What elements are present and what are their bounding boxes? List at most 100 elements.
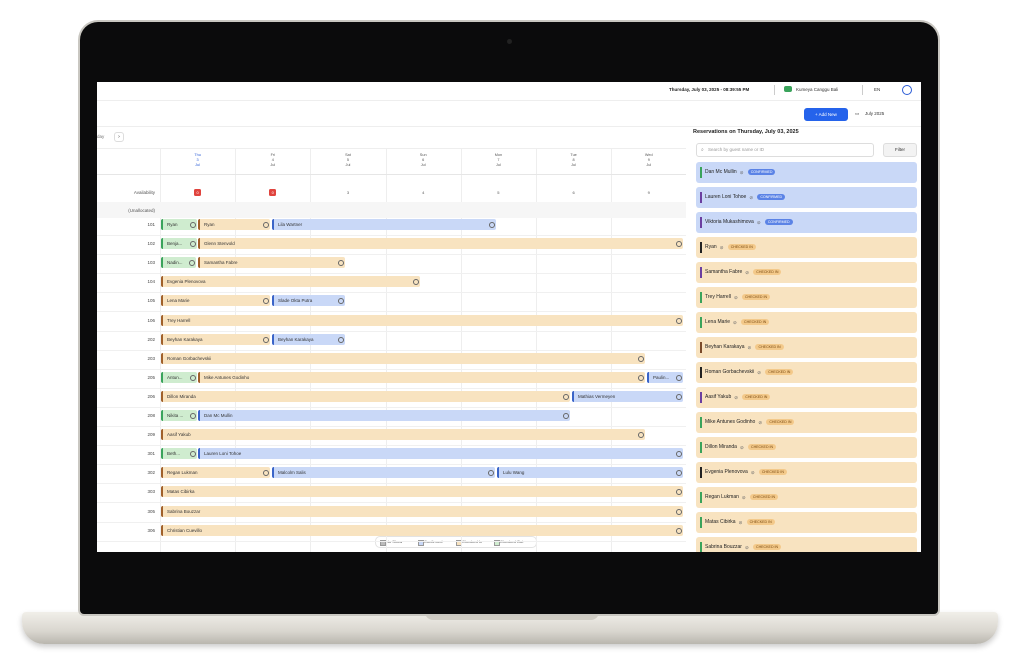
status-icon	[676, 508, 682, 515]
status-badge: CHECKED IN	[765, 369, 794, 375]
booking-bar[interactable]: Malcolm Salis	[272, 467, 495, 479]
reservation-card[interactable]: Aasif Yakub ⊘ CHECKED IN	[696, 387, 917, 408]
user-avatar[interactable]	[902, 85, 912, 95]
booking-bar[interactable]: Paulin...	[647, 371, 683, 383]
status-badge: CONFIRMED	[764, 219, 793, 225]
availability-value: 4	[422, 190, 425, 195]
link-icon: ⊘	[734, 395, 739, 400]
room-row	[97, 523, 686, 542]
day-date: 3	[196, 158, 199, 162]
link-icon: ⊘	[741, 495, 746, 500]
room-row	[97, 504, 686, 523]
booking-bar[interactable]: Christian Cuevillo	[161, 524, 683, 536]
reservation-card[interactable]: Sabrina Bouzzar ⊘ CHECKED IN	[696, 537, 917, 552]
search-input[interactable]: ⌕ Search by guest name or ID	[696, 143, 874, 157]
booking-bar[interactable]: Sabrina Bouzzar	[161, 505, 683, 517]
reservation-card[interactable]: Dan Mc Mullin ⊘ CONFIRMED	[696, 162, 917, 183]
booking-bar[interactable]: Samantha Fabre	[198, 257, 345, 269]
booking-bar[interactable]: Antun...	[161, 371, 197, 383]
room-number: 205	[147, 374, 155, 380]
booking-bar[interactable]: Lila Wartner	[272, 219, 496, 230]
guest-name: Sabrina Bouzzar	[705, 544, 742, 550]
language-select[interactable]: EN	[874, 87, 881, 92]
booking-bar[interactable]: Nadin...	[161, 257, 196, 269]
booking-bar[interactable]: Evgenia Plenovova	[161, 276, 420, 288]
reservation-card[interactable]: Ryan ⊘ CHECKED IN	[696, 237, 917, 258]
link-icon: ⊘	[750, 470, 755, 475]
link-icon: ⊘	[738, 520, 743, 525]
calendar-grid	[97, 148, 686, 552]
guest-name: Mathias Vermeyen	[578, 393, 616, 399]
day-dow: Sat	[345, 153, 351, 157]
month-picker[interactable]: ▭ July 2025	[855, 108, 913, 119]
link-icon: ⊘	[733, 295, 738, 300]
reservation-card[interactable]: Viktoria Mukashimova ⊘ CONFIRMED	[696, 212, 917, 233]
reservation-card[interactable]: Mike Antunes Godinho ⊘ CHECKED IN	[696, 412, 917, 433]
reservation-card[interactable]: Lena Marie ⊘ CHECKED IN	[696, 312, 917, 333]
booking-bar[interactable]: Lauren Loni Tohoe	[198, 448, 683, 460]
stripe	[700, 442, 702, 453]
status-icon	[190, 413, 196, 419]
reservation-card[interactable]: Roman Gorbachevskii ⊘ CHECKED IN	[696, 362, 917, 383]
booking-bar[interactable]: Beyhan Karakaya	[272, 333, 345, 345]
booking-bar[interactable]: Aasif Yakub	[161, 429, 645, 441]
reservation-card[interactable]: Dillon Miranda ⊘ CHECKED IN	[696, 437, 917, 458]
reservation-card[interactable]: Beyhan Karakaya ⊘ CHECKED IN	[696, 337, 917, 358]
guest-name: Lena Marie	[167, 298, 190, 304]
room-row	[97, 465, 686, 485]
day-date: 7	[497, 158, 500, 162]
guest-name: Nadin...	[167, 260, 183, 266]
booking-bar[interactable]: Slade Okta Putra	[272, 295, 345, 307]
search-icon: ⌕	[701, 147, 704, 153]
reservation-card[interactable]: Regan Lukman ⊘ CHECKED IN	[696, 487, 917, 508]
view-nav[interactable]: day	[97, 134, 105, 139]
booking-bar[interactable]: Lulu Wang	[497, 467, 683, 479]
booking-bar[interactable]: Mathias Vermeyen	[572, 390, 683, 402]
booking-bar[interactable]: Lena Marie	[161, 295, 270, 307]
search-placeholder: Search by guest name or ID	[708, 147, 765, 152]
booking-bar[interactable]: Ryan	[161, 219, 197, 230]
property-select[interactable]: Kumeya Canggu Bali	[796, 87, 839, 92]
reservation-card[interactable]: Lauren Loni Tohoe ⊘ CONFIRMED	[696, 187, 917, 208]
availability-value: 3	[346, 190, 350, 195]
divider	[862, 85, 863, 95]
reservation-card[interactable]: Evgenia Plenovova ⊘ CHECKED IN	[696, 462, 917, 483]
guest-name: Paulin...	[653, 374, 670, 380]
guest-name: Antun...	[167, 374, 183, 380]
divider	[774, 85, 775, 95]
booking-bar[interactable]: Dan Mc Mullin	[198, 410, 570, 421]
reservation-card[interactable]: Samantha Fabre ⊘ CHECKED IN	[696, 262, 917, 283]
day-month: Jul	[270, 163, 276, 167]
booking-bar[interactable]: Matas Cibirka	[161, 486, 683, 498]
booking-bar[interactable]: Glenn Stenvold	[198, 238, 683, 250]
add-new-button[interactable]: + Add New	[804, 108, 848, 121]
booking-bar[interactable]: Ryan	[198, 219, 270, 230]
status-icon	[676, 317, 682, 324]
reservation-card[interactable]: Matas Cibirka ⊘ CHECKED IN	[696, 512, 917, 533]
day-header: Thu 3 Jul	[160, 153, 235, 169]
day-date: 8	[572, 158, 575, 162]
booking-bar[interactable]: Dillon Miranda	[161, 390, 570, 402]
next-button[interactable]: ›	[114, 132, 124, 142]
guest-name: Benja...	[167, 241, 183, 247]
booking-bar[interactable]: Nikita ...	[161, 410, 197, 421]
day-month: Jul	[571, 163, 577, 167]
guest-name: Ryan	[204, 222, 215, 227]
booking-bar[interactable]: Benja...	[161, 238, 197, 250]
booking-bar[interactable]: Trey Harrell	[161, 314, 683, 326]
booking-bar[interactable]: Roman Gorbachevskii	[161, 352, 645, 364]
booking-bar[interactable]: Beth...	[161, 448, 197, 460]
guest-name: Trey Harrell	[705, 294, 731, 300]
filter-button[interactable]: Filter	[883, 143, 917, 157]
guest-name: Beth...	[167, 451, 181, 457]
availability-label: Availability	[133, 190, 155, 195]
day-month: Jul	[420, 163, 426, 167]
guest-name: Beyhan Karakaya	[167, 336, 203, 342]
calendar-icon: ▭	[855, 111, 860, 116]
reservation-card[interactable]: Trey Harrell ⊘ CHECKED IN	[696, 287, 917, 308]
booking-bar[interactable]: Regan Lukman	[161, 467, 270, 479]
link-icon: ⊘	[757, 370, 761, 375]
booking-bar[interactable]: Beyhan Karakaya	[161, 333, 270, 345]
booking-bar[interactable]: Mike Antunes Godinho	[198, 371, 645, 383]
